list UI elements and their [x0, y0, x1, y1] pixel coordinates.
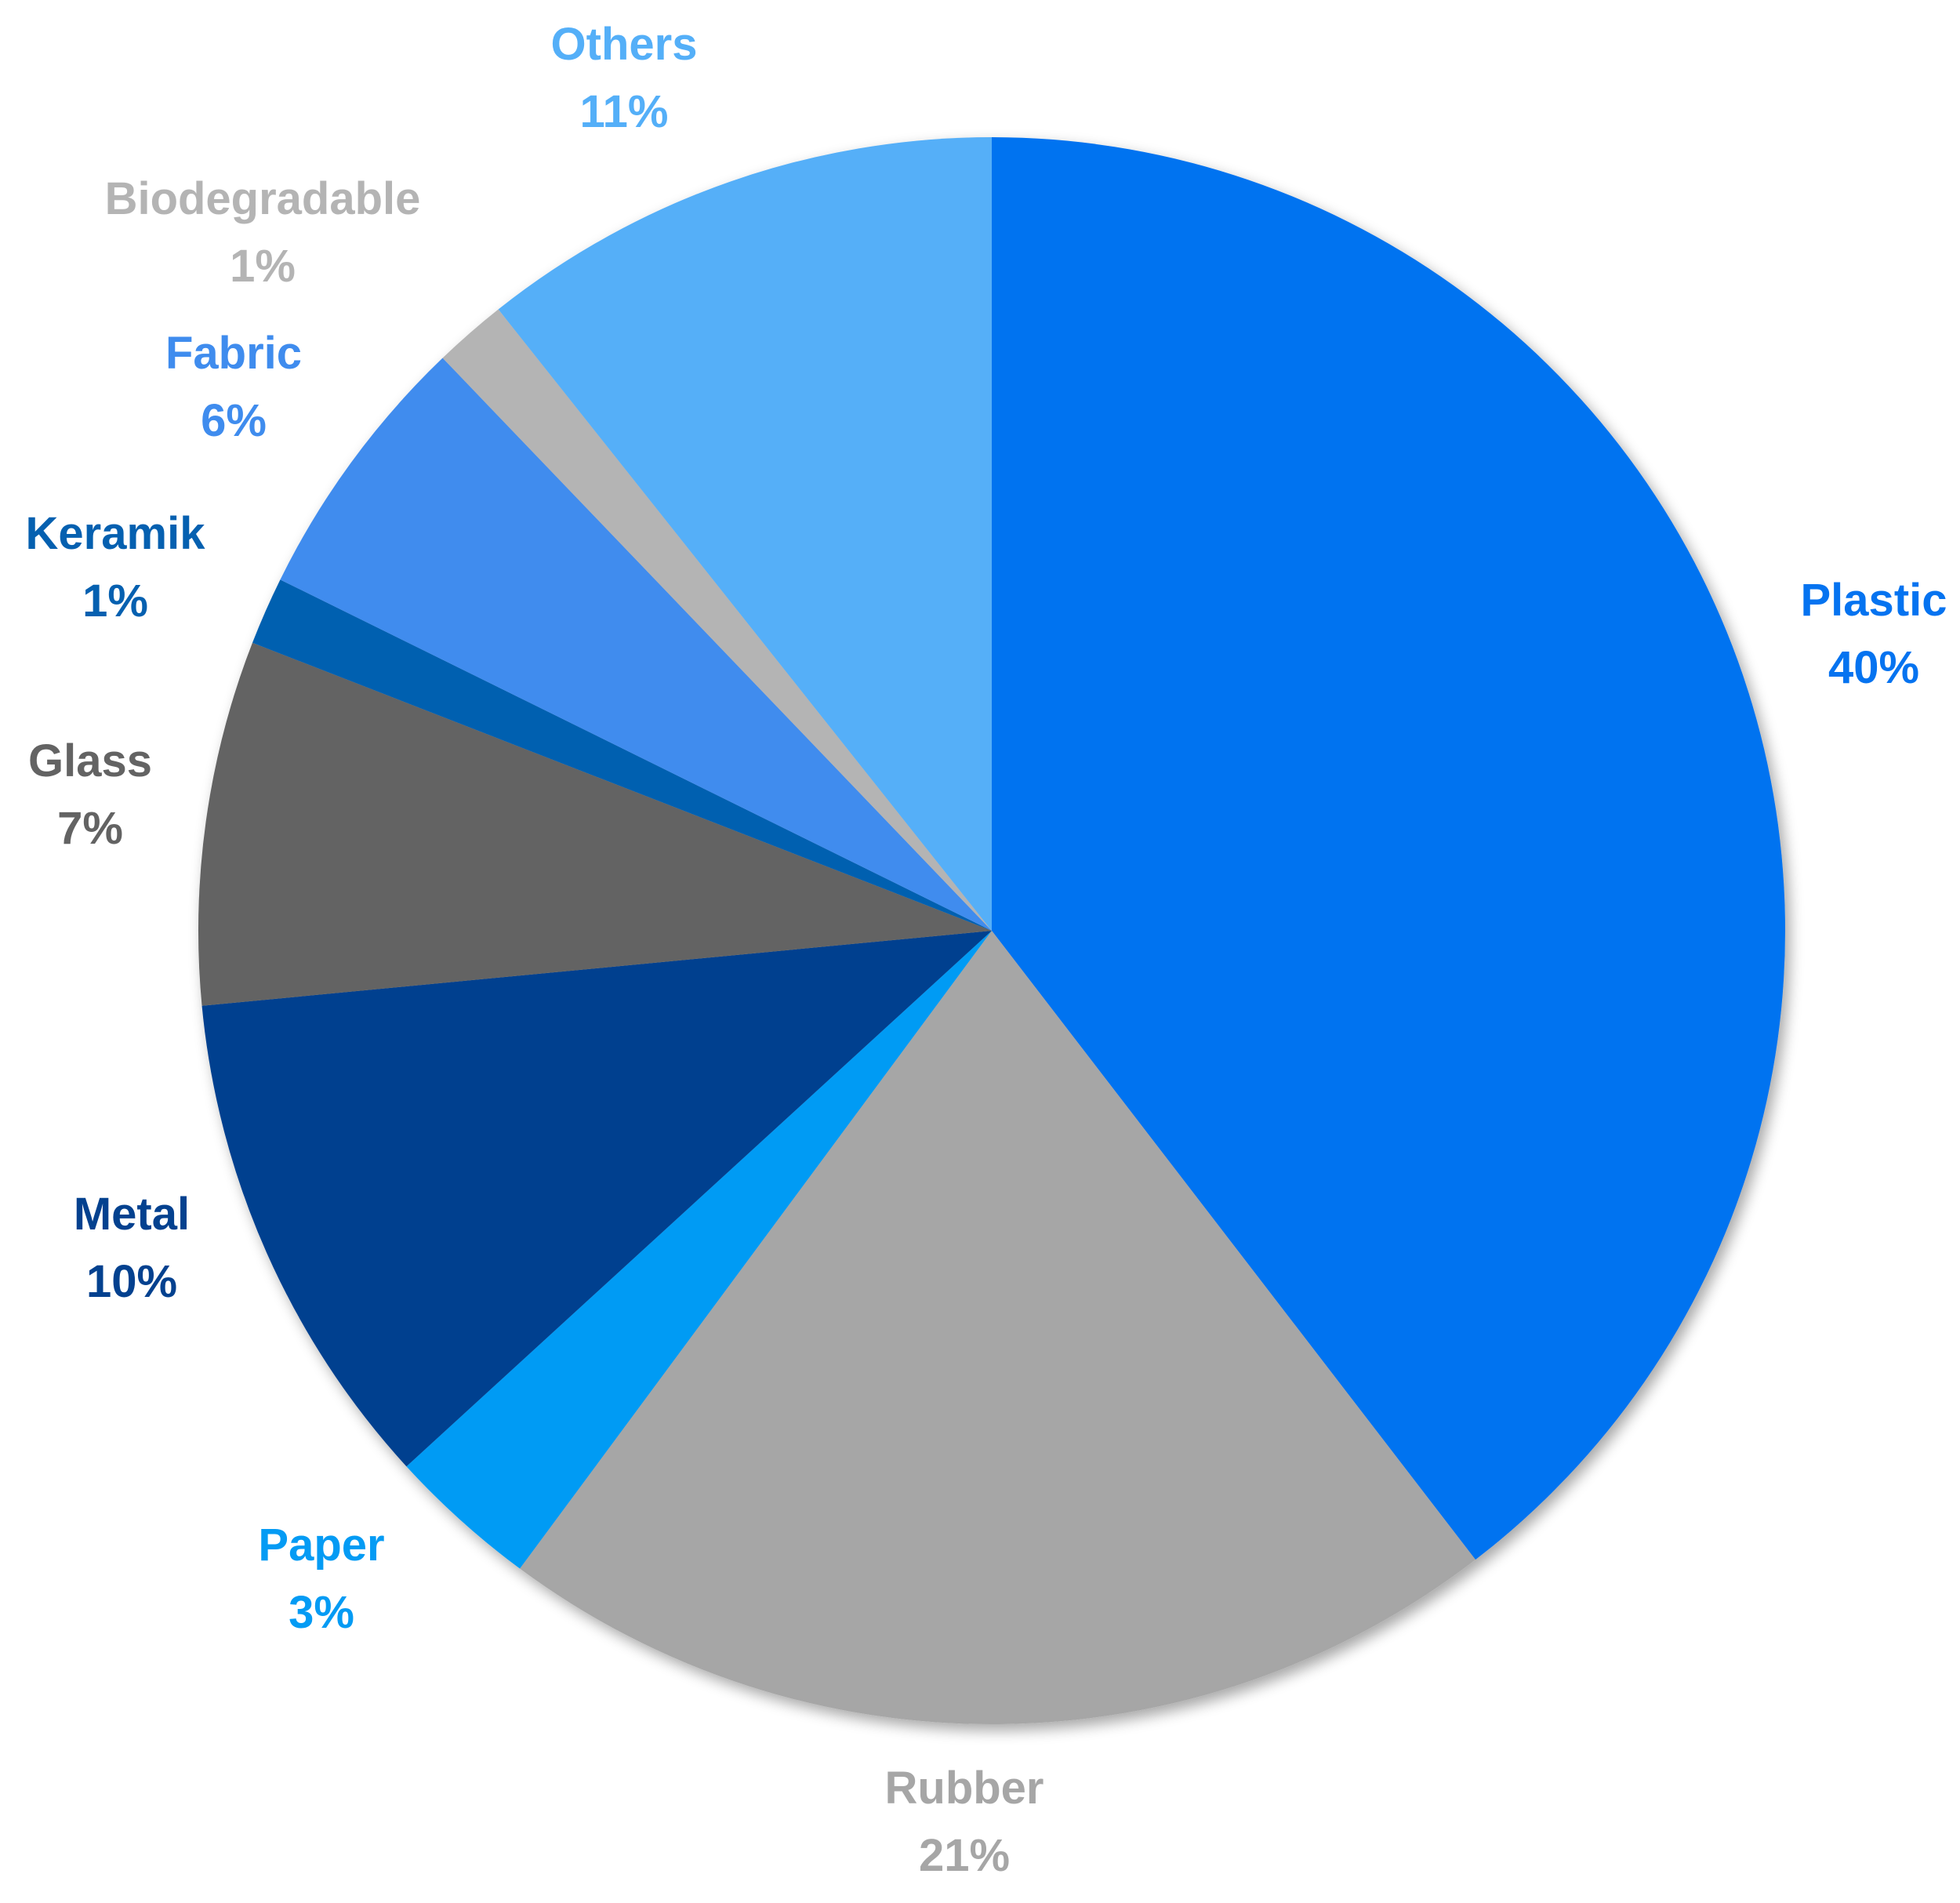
pie-slices: [198, 137, 1786, 1725]
slice-paper: [406, 931, 992, 1569]
slice-percent-rubber: 21%: [919, 1830, 1010, 1881]
slice-percent-biodegradable: 1%: [230, 241, 296, 292]
slice-keramik: [252, 579, 993, 931]
slice-label-keramik: Keramik: [26, 508, 206, 559]
slice-rubber: [520, 931, 1475, 1725]
slice-label-others: Others: [551, 19, 698, 70]
slice-label-rubber: Rubber: [885, 1763, 1044, 1814]
slice-others: [498, 137, 992, 931]
slice-percent-others: 11%: [580, 86, 669, 137]
slice-label-biodegradable: Biodegradable: [105, 173, 421, 224]
slice-plastic: [992, 137, 1786, 1560]
slice-percent-keramik: 1%: [82, 576, 148, 626]
slice-fabric: [280, 358, 992, 931]
slice-label-paper: Paper: [258, 1520, 384, 1571]
slice-glass: [198, 642, 993, 1006]
slice-label-glass: Glass: [28, 735, 152, 786]
slice-percent-paper: 3%: [289, 1587, 354, 1638]
slice-percent-plastic: 40%: [1828, 642, 1919, 693]
slice-percent-glass: 7%: [57, 803, 123, 854]
slice-metal: [201, 931, 992, 1467]
slice-biodegradable: [442, 309, 992, 931]
slice-label-fabric: Fabric: [165, 328, 302, 379]
slice-percent-fabric: 6%: [201, 395, 267, 446]
slice-percent-metal: 10%: [86, 1256, 177, 1307]
slice-label-metal: Metal: [74, 1189, 190, 1240]
slice-label-plastic: Plastic: [1801, 575, 1947, 626]
pie-labels: Plastic 40% Rubber 21% Paper 3% Metal 10% Glass 7…: [26, 19, 1947, 1881]
